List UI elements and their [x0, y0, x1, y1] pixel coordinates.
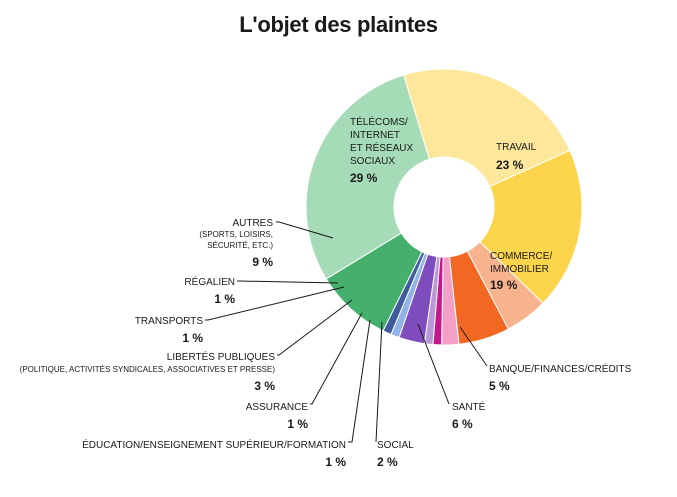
label-autres-value: 9 % — [252, 255, 273, 269]
label-banque-finances-credits-value: 5 % — [489, 379, 510, 393]
label-assurance: ASSURANCE — [246, 402, 309, 413]
label-libertes-publiques-sublabel: (POLITIQUE, ACTIVITÉS SYNDICALES, ASSOCI… — [20, 365, 276, 374]
label-sante-leader — [417, 323, 450, 405]
label-telecoms-internet-et-reseaux-sociaux-line-1: TÉLÉCOMS/ — [350, 115, 408, 128]
label-libertes-publiques: LIBERTÉS PUBLIQUES — [167, 350, 276, 363]
chart-title: L'objet des plaintes — [239, 12, 438, 37]
slice-travail — [403, 68, 571, 188]
label-telecoms-internet-et-reseaux-sociaux-line-4: SOCIAUX — [350, 156, 395, 167]
label-telecoms-internet-et-reseaux-sociaux-value: 29 % — [350, 171, 378, 185]
slice-telecoms-internet-et-reseaux-sociaux — [305, 74, 431, 280]
label-education-enseignement-superieur-formation-value: 1 % — [325, 455, 346, 469]
label-libertes-publiques-value: 3 % — [254, 379, 275, 393]
label-transports-leader — [205, 286, 345, 321]
label-transports-value: 1 % — [182, 331, 203, 345]
label-libertes-publiques-leader — [277, 299, 353, 356]
label-autres-leader — [276, 221, 334, 239]
label-banque-finances-credits: BANQUE/FINANCES/CRÉDITS — [489, 362, 632, 375]
label-telecoms-internet-et-reseaux-sociaux-line-2: INTERNET — [350, 130, 400, 141]
label-regalien-value: 1 % — [214, 292, 235, 306]
label-banque-finances-credits-leader — [459, 326, 488, 367]
label-autres: AUTRES — [232, 218, 273, 229]
label-education-enseignement-superieur-formation: ÉDUCATION/ENSEIGNEMENT SUPÉRIEUR/FORMATI… — [82, 438, 346, 451]
label-assurance-value: 1 % — [287, 417, 308, 431]
label-sante-value: 6 % — [452, 417, 473, 431]
label-commerce-immobilier-value: 19 % — [490, 278, 518, 292]
label-social: SOCIAL — [377, 440, 414, 451]
slices-group — [305, 68, 583, 346]
label-regalien-leader — [237, 280, 339, 284]
label-social-leader — [375, 321, 383, 443]
label-autres-sublabel-line-1: (SPORTS, LOISIRS, — [199, 230, 273, 239]
label-assurance-leader — [310, 312, 363, 405]
labels-group: TRAVAIL 23 % COMMERCE/IMMOBILIER 19 % BANQUE… — [20, 115, 632, 469]
label-commerce-immobilier-line-2: IMMOBILIER — [490, 264, 549, 275]
label-regalien: RÉGALIEN — [184, 275, 235, 288]
label-transports: TRANSPORTS — [135, 316, 203, 327]
label-travail: TRAVAIL — [496, 142, 537, 153]
label-commerce-immobilier-line-1: COMMERCE/ — [490, 251, 552, 262]
label-sante: SANTÉ — [452, 400, 486, 413]
label-travail-value: 23 % — [496, 158, 524, 172]
label-telecoms-internet-et-reseaux-sociaux-line-3: ET RÉSEAUX — [350, 141, 413, 154]
label-education-enseignement-superieur-formation-leader — [348, 319, 371, 443]
slice-commerce-immobilier — [479, 149, 583, 304]
label-autres-sublabel-line-2: SÉCURITÉ, ETC.) — [207, 241, 273, 250]
label-social-value: 2 % — [377, 455, 398, 469]
